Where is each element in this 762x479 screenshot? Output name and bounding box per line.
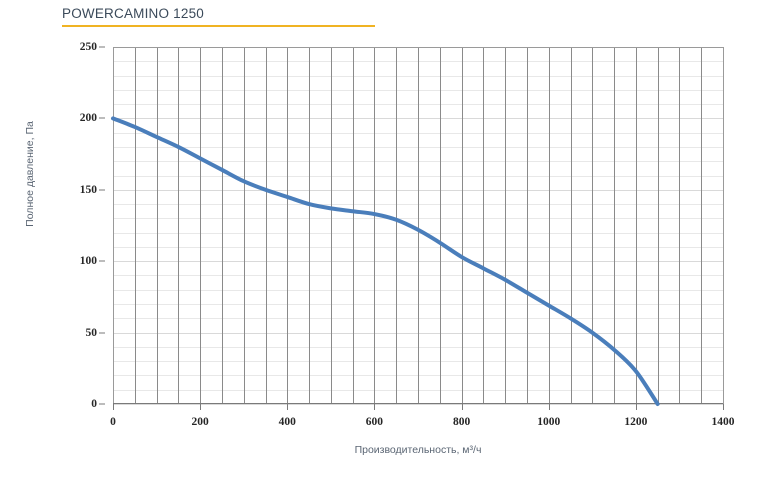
x-axis-tick-label: 1400 bbox=[711, 416, 735, 428]
y-axis-tick-mark bbox=[99, 117, 105, 119]
y-axis-tick-label: 250 bbox=[79, 41, 97, 53]
y-axis-tick-label: 50 bbox=[85, 326, 98, 339]
x-axis-tick-label: 0 bbox=[110, 416, 116, 428]
x-axis-tick-label: 1000 bbox=[537, 416, 561, 428]
x-axis-title: Производительность, м³/ч bbox=[354, 444, 482, 456]
y-axis-tick-mark bbox=[99, 46, 105, 48]
x-axis-tick-label: 1200 bbox=[624, 416, 648, 428]
chart-title-block: POWERCAMINO 1250 bbox=[62, 6, 382, 27]
y-axis-tick-label: 150 bbox=[79, 183, 97, 196]
x-axis-tick-mark bbox=[462, 404, 463, 410]
page-title: POWERCAMINO 1250 bbox=[62, 6, 204, 21]
x-axis-tick-mark bbox=[287, 404, 288, 410]
y-axis: 250 200 150 100 50 0 bbox=[60, 41, 105, 410]
y-axis-tick-mark bbox=[99, 403, 105, 405]
y-axis-tick-mark bbox=[99, 260, 105, 262]
title-underline bbox=[62, 25, 375, 27]
y-axis-tick-label: 200 bbox=[79, 112, 97, 125]
x-axis-tick-mark bbox=[723, 404, 724, 410]
fan-curve-series bbox=[111, 116, 660, 406]
x-axis-tick-label: 200 bbox=[191, 416, 209, 428]
x-axis-tick-mark bbox=[113, 404, 114, 410]
chart-plot-area bbox=[111, 47, 724, 406]
x-axis-tick-mark bbox=[636, 404, 637, 410]
x-axis: 0 200 400 600 800 1000 1200 1400 bbox=[110, 404, 735, 438]
curve-path bbox=[111, 116, 660, 406]
y-axis-tick-label: 100 bbox=[79, 255, 97, 268]
gridline-vertical bbox=[723, 47, 724, 404]
y-axis-tick-label: 0 bbox=[91, 398, 97, 410]
x-axis-tick-label: 400 bbox=[278, 416, 296, 428]
x-axis-tick-mark bbox=[549, 404, 550, 410]
x-axis-tick-label: 600 bbox=[365, 416, 384, 428]
plot-border-bottom bbox=[113, 403, 723, 404]
y-axis-title: Полное давление, Па bbox=[24, 121, 36, 227]
x-axis-tick-mark bbox=[200, 404, 201, 410]
plot-border-top bbox=[113, 47, 723, 48]
y-axis-tick-mark bbox=[99, 332, 105, 334]
x-axis-tick-label: 800 bbox=[452, 416, 471, 428]
y-axis-tick-mark bbox=[99, 189, 105, 191]
x-axis-tick-mark bbox=[374, 404, 375, 410]
